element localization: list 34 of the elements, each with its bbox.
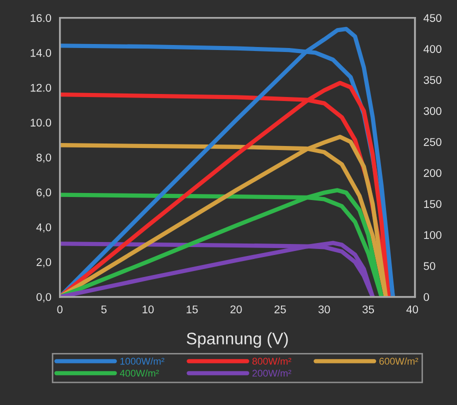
y2-tick-label: 400 xyxy=(424,45,442,53)
x-axis-title: Spannung (V) xyxy=(186,332,288,348)
y-tick-label: 12.0 xyxy=(30,84,52,92)
y-tick-label: 8,0 xyxy=(36,154,52,163)
y2-tick-label: 0 xyxy=(424,293,430,301)
x-tick-label: 25 xyxy=(274,305,286,314)
x-tick-label: 10 xyxy=(142,305,154,314)
y-tick-label: 10.0 xyxy=(30,118,52,127)
x-tick-label: 15 xyxy=(186,306,198,314)
y2-tick-label: 50 xyxy=(424,262,436,270)
x-tick-label: 35 xyxy=(362,305,374,314)
text: 1000W/m² xyxy=(120,358,164,365)
y-tick-label: 2,0 xyxy=(36,258,52,268)
x-tick-label: 20 xyxy=(230,305,242,314)
y2-tick-label: 150 xyxy=(424,200,442,208)
y-tick-label: 14.0 xyxy=(30,48,52,57)
y-tick-label: 6,0 xyxy=(36,188,52,198)
y-tick-label: 0,0 xyxy=(36,293,52,302)
x-tick-label: 30 xyxy=(318,305,330,314)
x-tick-label: 5 xyxy=(101,306,107,314)
x-tick-label: 0 xyxy=(57,305,63,314)
y2-tick-label: 200 xyxy=(424,169,442,177)
text: 600W/m² xyxy=(379,358,418,365)
text: 200W/m² xyxy=(252,370,292,377)
y2-tick-label: 100 xyxy=(424,231,442,239)
y2-tick-label: 450 xyxy=(424,14,442,22)
y2-tick-label: 350 xyxy=(424,76,442,84)
text: 400W/m² xyxy=(120,370,159,377)
y-tick-label: 16.0 xyxy=(30,14,52,22)
y2-tick-label: 250 xyxy=(424,138,442,146)
y-tick-label: 4,0 xyxy=(36,223,52,233)
text: 800W/m² xyxy=(252,358,292,365)
y2-tick-label: 300 xyxy=(424,107,442,115)
x-tick-label: 40 xyxy=(406,305,418,314)
